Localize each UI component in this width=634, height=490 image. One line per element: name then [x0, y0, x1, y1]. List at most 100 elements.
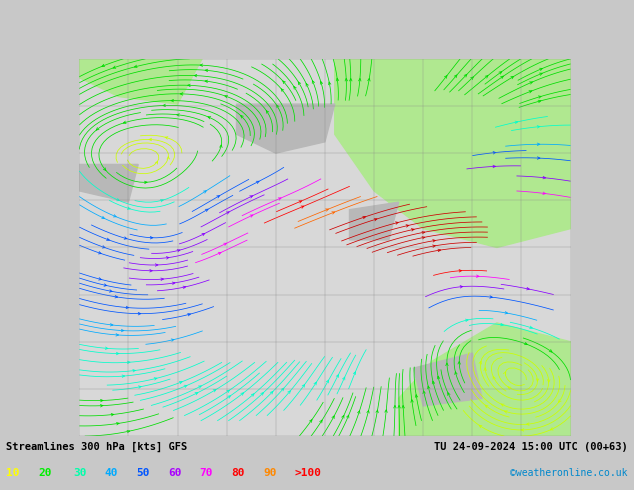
FancyArrowPatch shape: [241, 116, 243, 118]
FancyArrowPatch shape: [537, 143, 540, 146]
FancyArrowPatch shape: [205, 209, 208, 212]
FancyArrowPatch shape: [204, 191, 206, 193]
FancyArrowPatch shape: [177, 114, 179, 116]
FancyArrowPatch shape: [508, 387, 511, 390]
FancyArrowPatch shape: [537, 125, 540, 128]
FancyArrowPatch shape: [486, 405, 488, 408]
Text: Streamlines 300 hPa [kts] GFS: Streamlines 300 hPa [kts] GFS: [6, 442, 188, 452]
FancyArrowPatch shape: [349, 78, 352, 81]
FancyArrowPatch shape: [200, 64, 203, 67]
FancyArrowPatch shape: [154, 378, 157, 380]
FancyArrowPatch shape: [294, 86, 296, 89]
FancyArrowPatch shape: [283, 81, 285, 84]
FancyArrowPatch shape: [205, 80, 208, 82]
FancyArrowPatch shape: [117, 422, 119, 425]
FancyArrowPatch shape: [406, 225, 409, 227]
FancyArrowPatch shape: [549, 349, 552, 352]
FancyArrowPatch shape: [368, 78, 370, 81]
FancyArrowPatch shape: [433, 240, 436, 242]
Polygon shape: [349, 202, 399, 240]
FancyArrowPatch shape: [314, 382, 316, 385]
FancyArrowPatch shape: [133, 369, 136, 372]
FancyArrowPatch shape: [476, 275, 479, 277]
FancyArrowPatch shape: [415, 395, 418, 397]
FancyArrowPatch shape: [96, 127, 99, 130]
FancyArrowPatch shape: [103, 168, 106, 171]
FancyArrowPatch shape: [411, 229, 414, 231]
FancyArrowPatch shape: [345, 78, 347, 81]
FancyArrowPatch shape: [540, 73, 542, 75]
FancyArrowPatch shape: [493, 376, 495, 379]
FancyArrowPatch shape: [515, 121, 518, 123]
FancyArrowPatch shape: [299, 82, 301, 85]
FancyArrowPatch shape: [281, 89, 284, 92]
Polygon shape: [79, 59, 202, 104]
FancyArrowPatch shape: [326, 209, 328, 211]
FancyArrowPatch shape: [459, 270, 462, 272]
FancyArrowPatch shape: [225, 96, 228, 98]
FancyArrowPatch shape: [302, 385, 304, 388]
FancyArrowPatch shape: [376, 410, 378, 413]
FancyArrowPatch shape: [550, 428, 553, 430]
FancyArrowPatch shape: [110, 290, 112, 292]
FancyArrowPatch shape: [320, 81, 323, 84]
FancyArrowPatch shape: [213, 390, 216, 392]
FancyArrowPatch shape: [501, 76, 503, 78]
FancyArrowPatch shape: [177, 249, 180, 252]
FancyArrowPatch shape: [110, 323, 113, 326]
FancyArrowPatch shape: [301, 206, 304, 208]
FancyArrowPatch shape: [503, 372, 506, 375]
FancyArrowPatch shape: [266, 111, 269, 113]
FancyArrowPatch shape: [489, 296, 493, 298]
FancyArrowPatch shape: [111, 414, 113, 416]
FancyArrowPatch shape: [288, 391, 290, 393]
FancyArrowPatch shape: [188, 314, 190, 316]
FancyArrowPatch shape: [432, 245, 436, 247]
FancyArrowPatch shape: [155, 161, 157, 164]
FancyArrowPatch shape: [328, 82, 331, 85]
FancyArrowPatch shape: [306, 83, 308, 86]
Text: 20: 20: [38, 468, 51, 478]
FancyArrowPatch shape: [342, 377, 345, 380]
FancyArrowPatch shape: [134, 65, 137, 68]
FancyArrowPatch shape: [241, 393, 243, 395]
FancyArrowPatch shape: [99, 278, 101, 280]
FancyArrowPatch shape: [423, 391, 425, 394]
FancyArrowPatch shape: [460, 286, 463, 288]
FancyArrowPatch shape: [127, 430, 130, 433]
Text: 60: 60: [168, 468, 181, 478]
FancyArrowPatch shape: [121, 329, 124, 332]
FancyArrowPatch shape: [538, 100, 541, 102]
FancyArrowPatch shape: [117, 198, 119, 201]
FancyArrowPatch shape: [117, 352, 119, 355]
Text: 70: 70: [200, 468, 213, 478]
FancyArrowPatch shape: [184, 385, 187, 388]
FancyArrowPatch shape: [167, 157, 169, 159]
FancyArrowPatch shape: [116, 334, 119, 336]
Text: ©weatheronline.co.uk: ©weatheronline.co.uk: [510, 468, 628, 478]
FancyArrowPatch shape: [172, 282, 175, 285]
FancyArrowPatch shape: [217, 196, 219, 198]
FancyArrowPatch shape: [484, 368, 486, 370]
FancyArrowPatch shape: [524, 343, 527, 344]
FancyArrowPatch shape: [183, 286, 186, 289]
FancyArrowPatch shape: [124, 121, 126, 123]
FancyArrowPatch shape: [455, 372, 457, 374]
FancyArrowPatch shape: [105, 347, 108, 349]
FancyArrowPatch shape: [100, 404, 103, 407]
FancyArrowPatch shape: [138, 386, 141, 388]
FancyArrowPatch shape: [485, 75, 488, 78]
FancyArrowPatch shape: [276, 105, 279, 108]
FancyArrowPatch shape: [458, 362, 460, 364]
FancyArrowPatch shape: [493, 165, 496, 168]
FancyArrowPatch shape: [149, 138, 152, 141]
FancyArrowPatch shape: [465, 319, 468, 321]
Text: 80: 80: [231, 468, 245, 478]
FancyArrowPatch shape: [394, 406, 396, 408]
FancyArrowPatch shape: [332, 212, 335, 214]
FancyArrowPatch shape: [385, 410, 387, 413]
FancyArrowPatch shape: [422, 237, 425, 239]
FancyArrowPatch shape: [493, 151, 496, 154]
FancyArrowPatch shape: [411, 400, 413, 402]
FancyArrowPatch shape: [505, 411, 507, 413]
